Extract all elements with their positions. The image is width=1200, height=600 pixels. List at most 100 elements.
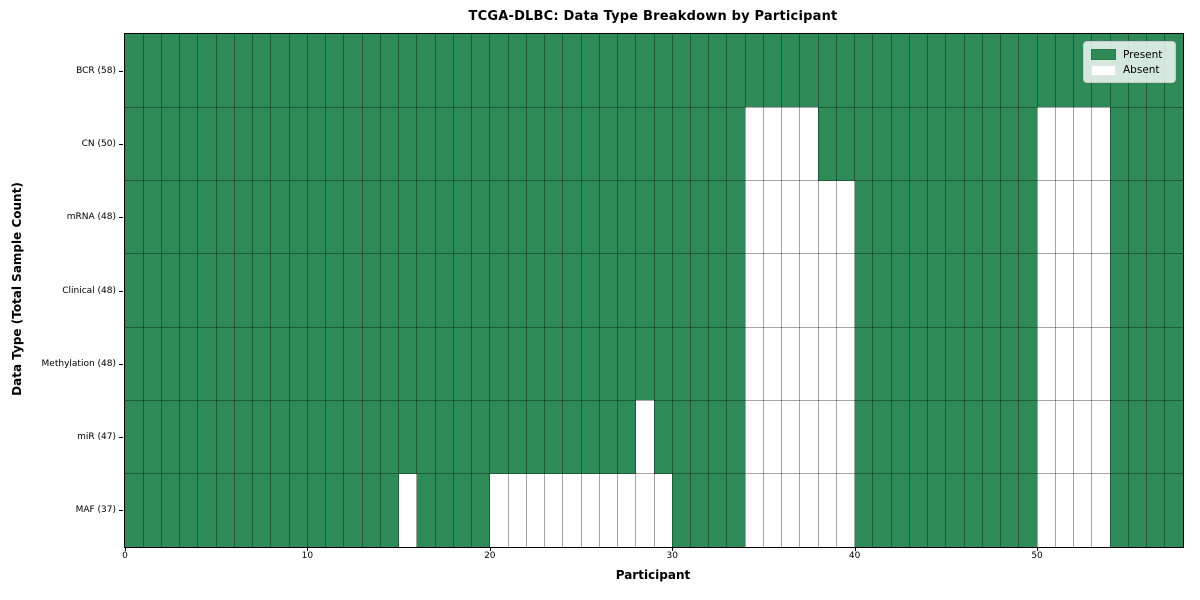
- grid-line: [379, 34, 381, 547]
- absent-cell: [1073, 107, 1092, 181]
- grid-line: [471, 34, 473, 547]
- grid-line: [125, 326, 1183, 328]
- grid-line: [927, 34, 929, 547]
- x-tick: [1037, 547, 1039, 551]
- absent-cell: [1091, 180, 1111, 254]
- absent-cell: [818, 473, 837, 547]
- absent-cell: [1037, 180, 1056, 254]
- grid-line: [945, 34, 947, 547]
- absent-cell: [1073, 253, 1092, 328]
- x-tick-label: 40: [848, 551, 861, 561]
- grid-line: [125, 473, 1183, 475]
- absent-cell: [781, 327, 800, 401]
- grid-line: [343, 34, 345, 547]
- absent-cell: [635, 473, 654, 547]
- absent-cell: [1055, 473, 1074, 547]
- absent-cell: [1037, 400, 1056, 474]
- grid-line: [306, 34, 308, 547]
- grid-line: [1036, 34, 1038, 547]
- absent-cell: [617, 473, 636, 547]
- absent-cell: [799, 107, 819, 181]
- grid-line: [708, 34, 710, 547]
- grid-line: [125, 180, 1183, 182]
- grid-line: [1091, 34, 1093, 547]
- absent-cell: [562, 473, 582, 547]
- grid-line: [1000, 34, 1002, 547]
- y-tick: [119, 217, 123, 219]
- absent-cell: [781, 107, 800, 181]
- grid-line: [799, 34, 801, 547]
- x-tick-label: 0: [122, 551, 128, 561]
- grid-line: [963, 34, 965, 547]
- y-tick: [119, 510, 123, 512]
- heatmap-plot: [124, 33, 1184, 548]
- absent-cell: [836, 473, 855, 547]
- grid-line: [489, 34, 491, 547]
- grid-line: [507, 34, 509, 547]
- absent-cell: [508, 473, 527, 547]
- grid-line: [398, 34, 400, 547]
- y-tick-label: Methylation (48): [41, 358, 116, 369]
- y-tick-label: Clinical (48): [62, 285, 116, 296]
- grid-line: [361, 34, 363, 547]
- absent-cell: [1073, 473, 1092, 547]
- absent-cell: [1055, 180, 1074, 254]
- absent-cell: [654, 473, 673, 547]
- grid-line: [1018, 34, 1020, 547]
- grid-line: [179, 34, 181, 547]
- absent-cell: [635, 400, 654, 474]
- grid-line: [653, 34, 655, 547]
- grid-line: [142, 34, 144, 547]
- absent-cell: [526, 473, 545, 547]
- absent-cell: [799, 473, 819, 547]
- absent-cell: [1037, 473, 1056, 547]
- grid-line: [981, 34, 983, 547]
- grid-line: [762, 34, 764, 547]
- grid-line: [872, 34, 874, 547]
- legend-label-absent: Absent: [1123, 64, 1160, 76]
- absent-cell: [489, 473, 509, 547]
- absent-cell: [1091, 253, 1111, 328]
- absent-cell: [745, 253, 764, 328]
- grid-line: [908, 34, 910, 547]
- absent-cell: [818, 327, 837, 401]
- grid-line: [598, 34, 600, 547]
- grid-line: [160, 34, 162, 547]
- y-tick: [119, 290, 123, 292]
- chart-title: TCGA-DLBC: Data Type Breakdown by Partic…: [468, 9, 838, 24]
- absent-cell: [781, 400, 800, 474]
- grid-line: [617, 34, 619, 547]
- x-tick-label: 20: [484, 551, 496, 561]
- grid-line: [233, 34, 235, 547]
- x-tick: [307, 547, 309, 551]
- grid-line: [671, 34, 673, 547]
- absent-cell: [745, 400, 764, 474]
- absent-cell: [745, 107, 764, 181]
- absent-cell: [1091, 327, 1111, 401]
- y-tick: [119, 437, 123, 439]
- x-tick: [125, 547, 126, 551]
- x-tick-label: 50: [1031, 551, 1043, 561]
- grid-line: [270, 34, 272, 547]
- grid-line: [288, 34, 290, 547]
- grid-line: [1054, 34, 1056, 547]
- grid-line: [325, 34, 327, 547]
- absent-cell: [1073, 400, 1092, 474]
- absent-cell: [818, 180, 837, 254]
- heatmap-cells: [125, 34, 1183, 547]
- absent-cell: [745, 327, 764, 401]
- absent-cell: [763, 253, 782, 328]
- y-tick-label: mRNA (48): [66, 212, 116, 223]
- grid-line: [890, 34, 892, 547]
- absent-cell: [781, 180, 800, 254]
- grid-line: [125, 253, 1183, 255]
- y-tick-label: MAF (37): [75, 505, 116, 516]
- absent-swatch: [1091, 64, 1116, 76]
- grid-line: [1127, 34, 1129, 547]
- absent-cell: [799, 253, 819, 328]
- grid-line: [562, 34, 564, 547]
- absent-cell: [763, 180, 782, 254]
- absent-cell: [1091, 107, 1111, 181]
- absent-cell: [799, 400, 819, 474]
